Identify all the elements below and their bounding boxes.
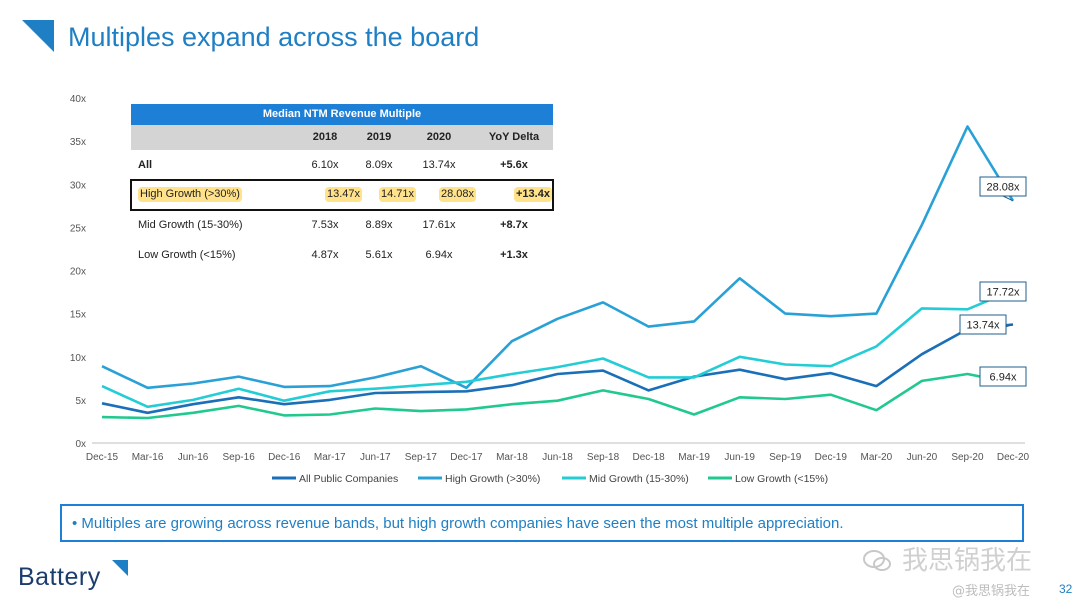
- watermark-subtext: @我思锅我在: [952, 584, 1031, 599]
- x-tick-label: Jun-19: [724, 452, 755, 463]
- col-yoy-delta: YoY Delta: [488, 131, 540, 143]
- cell-delta: +8.7x: [500, 219, 528, 231]
- x-tick-label: Sep-19: [769, 452, 802, 463]
- multiples-table: Median NTM Revenue Multiple 2018 2019 20…: [130, 104, 554, 270]
- end-label-high: 28.08x: [986, 182, 1020, 194]
- cell-2019: 14.71x: [379, 187, 417, 202]
- cell-delta: +13.4x: [514, 187, 552, 202]
- watermark-text: 我思锅我在: [902, 546, 1033, 576]
- cell-delta: +1.3x: [500, 249, 528, 261]
- col-2018: 2018: [312, 131, 338, 143]
- x-tick-label: Dec-18: [632, 452, 665, 463]
- wechat-icon: [863, 550, 891, 571]
- page-title: Multiples expand across the board: [68, 22, 480, 52]
- table-row-high-growth: High Growth (>30%) 13.47x 14.71x 28.08x …: [130, 179, 554, 211]
- legend-label-all: All Public Companies: [299, 473, 398, 485]
- end-label-all: 13.74x: [966, 320, 1000, 332]
- end-label-low: 6.94x: [990, 372, 1017, 384]
- end-label-box-high: [979, 176, 1027, 197]
- cell-2018: 4.87x: [311, 249, 339, 261]
- legend-label-mid: Mid Growth (15-30%): [589, 473, 689, 485]
- y-tick-label: 20x: [70, 267, 86, 278]
- cell-2019: 8.09x: [365, 159, 393, 171]
- table-header: Median NTM Revenue Multiple: [131, 104, 553, 125]
- y-tick-label: 25x: [70, 223, 86, 234]
- row-label: Mid Growth (15-30%): [138, 219, 243, 231]
- table-row-all: All 6.10x 8.09x 13.74x +5.6x: [131, 150, 553, 180]
- end-label-box-low: [979, 366, 1027, 387]
- title-triangle-icon: [22, 20, 54, 52]
- y-tick-label: 40x: [70, 94, 86, 105]
- x-tick-label: Mar-19: [678, 452, 710, 463]
- table-row-low-growth: Low Growth (<15%) 4.87x 5.61x 6.94x +1.3…: [131, 240, 553, 270]
- x-tick-label: Sep-18: [587, 452, 620, 463]
- x-tick-label: Dec-19: [815, 452, 848, 463]
- cell-delta: +5.6x: [500, 159, 528, 171]
- y-tick-label: 30x: [70, 180, 86, 191]
- col-2019: 2019: [366, 131, 392, 143]
- cell-2018: 13.47x: [325, 187, 363, 202]
- series-line-all: [101, 323, 1014, 415]
- cell-2020: 28.08x: [439, 187, 477, 202]
- x-tick-label: Dec-16: [268, 452, 301, 463]
- series-line-mid: [101, 289, 1014, 409]
- x-tick-label: Jun-17: [360, 452, 391, 463]
- x-tick-label: Mar-18: [496, 452, 528, 463]
- cell-2020: 6.94x: [425, 249, 453, 261]
- line-chart: 0x 5x 10x 15x 20x 25x 30x 35x 40x Dec-15 Mar-16 Jun…: [70, 94, 1030, 485]
- y-tick-label: 0x: [75, 439, 86, 450]
- series-line-low: [101, 372, 1014, 420]
- row-label: All: [138, 159, 153, 171]
- table-column-headers: 2018 2019 2020 YoY Delta: [131, 125, 553, 150]
- x-tick-label: Mar-17: [314, 452, 346, 463]
- x-tick-label: Dec-15: [86, 452, 119, 463]
- cell-2018: 7.53x: [311, 219, 339, 231]
- x-tick-label: Jun-18: [542, 452, 573, 463]
- x-tick-label: Dec-17: [450, 452, 483, 463]
- x-tick-label: Sep-20: [951, 452, 984, 463]
- x-tick-label: Sep-17: [405, 452, 438, 463]
- y-tick-label: 5x: [75, 396, 86, 407]
- x-tick-label: Sep-16: [223, 452, 256, 463]
- legend-label-high: High Growth (>30%): [445, 473, 540, 485]
- logo-triangle-icon: [112, 560, 128, 576]
- row-label: High Growth (>30%): [138, 187, 242, 202]
- cell-2019: 8.89x: [365, 219, 393, 231]
- x-tick-label: Dec-20: [997, 452, 1030, 463]
- col-2020: 2020: [426, 131, 452, 143]
- page-number: 32: [1059, 582, 1073, 596]
- x-tick-label: Jun-16: [178, 452, 209, 463]
- y-tick-label: 10x: [70, 353, 86, 364]
- legend-label-low: Low Growth (<15%): [735, 473, 828, 485]
- battery-logo: Battery: [18, 563, 101, 591]
- series-line-high: [101, 125, 1015, 390]
- end-label-mid: 17.72x: [986, 287, 1020, 299]
- cell-2018: 6.10x: [311, 159, 339, 171]
- end-label-box-all: [959, 314, 1007, 335]
- label-leader-high: [1002, 195, 1014, 202]
- row-label: Low Growth (<15%): [138, 249, 236, 261]
- x-tick-label: Mar-20: [861, 452, 893, 463]
- y-tick-label: 15x: [70, 310, 86, 321]
- cell-2020: 13.74x: [422, 159, 456, 171]
- y-tick-label: 35x: [70, 137, 86, 148]
- cell-2020: 17.61x: [422, 219, 456, 231]
- table-row-mid-growth: Mid Growth (15-30%) 7.53x 8.89x 17.61x +…: [131, 210, 553, 240]
- end-label-box-mid: [979, 281, 1027, 302]
- callout-note: • Multiples are growing across revenue b…: [60, 504, 1024, 542]
- cell-2019: 5.61x: [365, 249, 393, 261]
- x-tick-label: Mar-16: [132, 452, 164, 463]
- x-tick-label: Jun-20: [907, 452, 938, 463]
